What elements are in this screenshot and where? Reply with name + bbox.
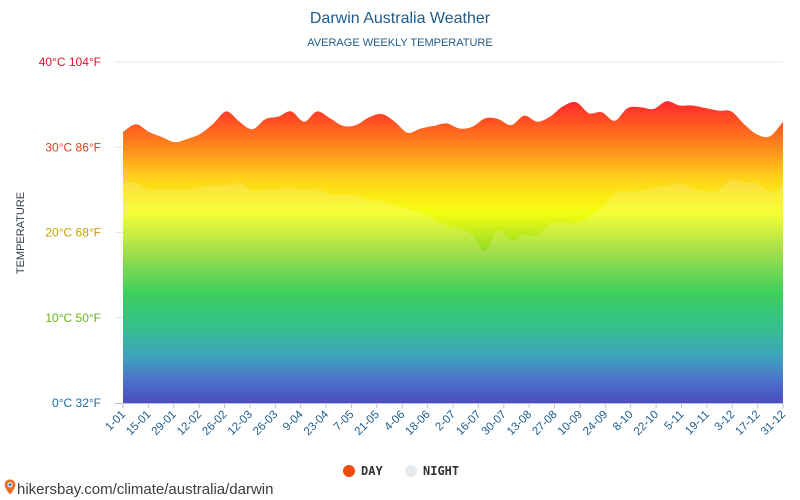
y-tick-label: 20°C 68°F	[45, 226, 101, 240]
night-legend-marker	[405, 465, 417, 477]
map-pin-icon	[4, 479, 16, 499]
x-tick-label: 10-09	[556, 409, 585, 438]
x-tick-label: 12-02	[175, 409, 204, 438]
chart-subtitle: AVERAGE WEEKLY TEMPERATURE	[307, 37, 492, 49]
night-area	[123, 179, 783, 403]
x-tick-label: 13-08	[505, 409, 534, 438]
x-tick-label: 29-01	[150, 409, 179, 438]
source-text: hikersbay.com/climate/australia/darwin	[17, 480, 274, 498]
x-tick-label: 12-03	[226, 409, 255, 438]
x-tick-label: 26-02	[200, 409, 229, 438]
x-tick-label: 31-12	[759, 409, 788, 438]
temperature-areas	[123, 101, 783, 403]
legend: DAY NIGHT	[343, 464, 459, 478]
x-tick-label: 15-01	[124, 409, 153, 438]
x-tick-label: 26-03	[251, 409, 280, 438]
x-tick-label: 23-04	[302, 408, 332, 438]
y-tick-label: 0°C 32°F	[52, 396, 101, 410]
day-legend-marker	[343, 465, 355, 477]
x-tick-label: 30-07	[480, 409, 509, 438]
x-tick-label: 27-08	[530, 409, 559, 438]
y-tick-label: 40°C 104°F	[39, 55, 101, 69]
legend-item-day[interactable]: DAY	[343, 464, 383, 478]
source-credit[interactable]: hikersbay.com/climate/australia/darwin	[4, 479, 274, 499]
x-tick-label: 16-07	[454, 409, 483, 438]
day-legend-label: DAY	[361, 464, 383, 478]
x-tick-label: 19-11	[683, 409, 712, 438]
night-legend-label: NIGHT	[423, 464, 459, 478]
y-axis-label: TEMPERATURE	[15, 192, 27, 274]
y-tick-label: 10°C 50°F	[45, 311, 101, 325]
y-axis-ticks: 0°C 32°F 10°C 50°F 20°C 68°F 30°C 86°F 40°C …	[39, 55, 101, 410]
x-tick-label: 17-12	[733, 409, 762, 438]
legend-item-night[interactable]: NIGHT	[405, 464, 459, 478]
x-tick-label: 18-06	[403, 409, 432, 438]
x-tick-label: 24-09	[581, 409, 610, 438]
night-area-tint	[123, 179, 783, 403]
y-tick-label: 30°C 86°F	[45, 140, 101, 154]
chart-title: Darwin Australia Weather	[310, 10, 491, 27]
x-tick-label: 22-10	[632, 409, 661, 438]
x-tick-label: 21-05	[353, 409, 382, 438]
